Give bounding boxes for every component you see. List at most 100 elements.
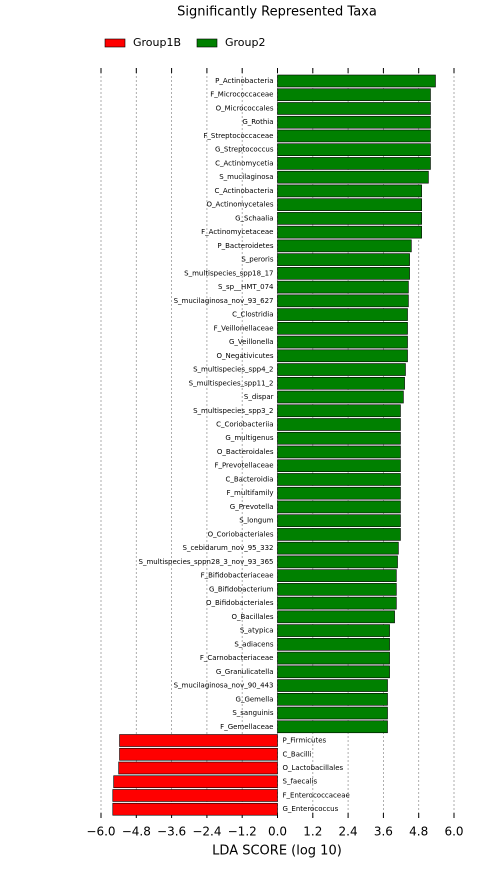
bar (277, 198, 422, 211)
category-label: S_mucilaginosa_nov_93_627 (174, 297, 274, 305)
category-label: F_Veillonellaceae (214, 324, 274, 332)
bar (277, 583, 397, 596)
bar (277, 376, 405, 390)
bar (277, 624, 390, 637)
bar (277, 486, 401, 500)
category-label: G_Bifidobacterium (209, 585, 274, 593)
bar (277, 363, 406, 376)
category-label: G_Gemella (236, 695, 274, 703)
category-label: G_Veillonella (229, 338, 274, 346)
bar (113, 775, 278, 789)
bar (119, 734, 278, 747)
bar (277, 322, 408, 335)
bar (277, 170, 429, 184)
x-tick-label: 2.4 (339, 825, 358, 839)
bar (277, 349, 408, 363)
bar (277, 335, 408, 349)
category-label: S_mucilaginosa_nov_90_443 (174, 682, 274, 690)
bar (277, 679, 388, 692)
category-label: S_faecalis (283, 778, 318, 786)
x-tick-label: 0.0 (268, 825, 287, 839)
category-label: G_Schaalia (235, 214, 273, 222)
category-label: G_Prevotella (230, 503, 274, 511)
bar (277, 404, 401, 418)
bar (277, 267, 410, 280)
bar (277, 184, 422, 198)
legend-swatch (104, 38, 126, 48)
category-label: C_Bacteroidia (225, 475, 273, 483)
bar (277, 638, 390, 651)
x-tick-label: −3.6 (157, 825, 186, 839)
bar (277, 473, 401, 486)
bar (277, 569, 397, 582)
bar (119, 747, 278, 761)
category-label: S_multispecies_spp18_17 (184, 269, 273, 277)
category-label: C_Actinomycetia (215, 159, 273, 167)
bar (277, 500, 401, 514)
bar (277, 692, 388, 706)
bar (277, 514, 401, 527)
bar (277, 212, 422, 225)
category-label: F_Carnobacteriaceae (200, 654, 274, 662)
category-label: S_sp__HMT_074 (218, 283, 274, 291)
category-label: S_mucilaginosa (219, 173, 273, 181)
bar (277, 555, 398, 569)
category-label: S_multispecies_spp3_2 (193, 407, 273, 415)
chart-title: Significantly Represented Taxa (177, 5, 377, 20)
category-label: C_Bacilli (283, 750, 312, 758)
category-label: S_longum (239, 517, 273, 525)
category-label: S_multispecies_spp11_2 (189, 379, 274, 387)
category-label: O_Bifidobacteriales (206, 599, 274, 607)
bar (277, 418, 401, 431)
x-tick-label: −4.8 (122, 825, 151, 839)
legend-label: Group2 (225, 36, 266, 49)
x-tick-label: −6.0 (86, 825, 115, 839)
category-label: C_Clostridia (232, 311, 273, 319)
category-label: F_Enterococcaceae (283, 791, 350, 799)
x-tick-label: 6.0 (444, 825, 463, 839)
bar (277, 528, 401, 541)
category-label: O_Bacillales (232, 613, 274, 621)
bar (277, 143, 431, 156)
bar (277, 459, 401, 473)
category-label: C_Coriobacteriia (216, 421, 273, 429)
category-label: F_Gemellaceae (220, 723, 273, 731)
bar (277, 720, 388, 734)
bar (277, 294, 409, 308)
bar (277, 706, 388, 720)
category-label: S_sanguinis (232, 709, 274, 717)
x-tick-label: 4.8 (409, 825, 428, 839)
category-label: P_Firmicutes (283, 737, 327, 745)
bar (277, 390, 404, 404)
category-label: F_Actinomycetaceae (201, 228, 273, 236)
category-label: C_Actinobacteria (214, 187, 273, 195)
bar (277, 74, 436, 88)
category-label: O_Negativicutes (216, 352, 273, 360)
bar (277, 596, 397, 610)
category-label: S_peroris (241, 256, 274, 264)
bar (277, 651, 390, 665)
category-label: F_Streptococcaceae (203, 132, 273, 140)
category-label: S_atypica (240, 627, 274, 635)
bar (277, 239, 412, 253)
category-label: G_Streptococcus (215, 146, 274, 154)
x-tick-label: 1.2 (303, 825, 322, 839)
bar (277, 225, 422, 239)
category-label: S_multispecies_sppn28_3_nov_93_365 (139, 558, 274, 566)
bar (112, 802, 278, 816)
bar (277, 129, 431, 143)
x-tick-label: 3.6 (374, 825, 393, 839)
category-label: S_multispecies_spp4_2 (193, 366, 273, 374)
category-label: S_cebidarum_nov_95_332 (183, 544, 274, 552)
x-tick-label: −2.4 (192, 825, 221, 839)
category-label: F_Prevotellaceae (214, 462, 273, 470)
bar (277, 88, 431, 102)
category-label: O_Lactobacillales (283, 764, 344, 772)
x-tick-label: −1.2 (228, 825, 257, 839)
category-label: F_Micrococcaceae (210, 91, 273, 99)
category-label: O_Bacteroidales (217, 448, 274, 456)
bar (277, 665, 390, 679)
bar (277, 610, 395, 624)
bar (277, 102, 431, 115)
